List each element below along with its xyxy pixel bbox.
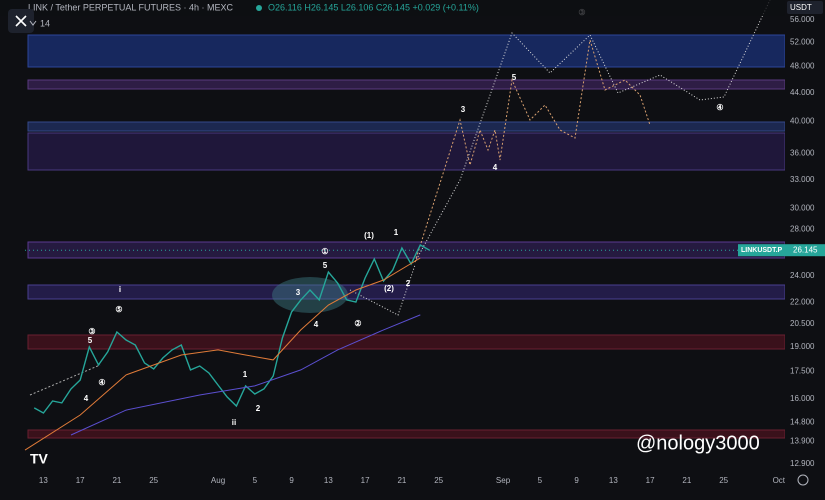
- x-tick-label: Sep: [496, 476, 511, 485]
- zones: [27, 34, 786, 439]
- x-tick-label: 25: [719, 476, 728, 485]
- y-tick-label: 22.000: [790, 298, 815, 307]
- wave-label: 2: [256, 404, 261, 413]
- x-tick-label: 17: [361, 476, 370, 485]
- wave-label: 4: [314, 320, 319, 329]
- y-tick-label: 28.000: [790, 225, 815, 234]
- zone: [27, 334, 786, 350]
- wave-label: (1): [364, 231, 374, 240]
- x-tick-label: 17: [76, 476, 85, 485]
- y-tick-label: 24.000: [790, 271, 815, 280]
- wave-label: ②: [354, 319, 361, 328]
- watermark: @nology3000: [636, 432, 760, 454]
- trend-line: [29, 364, 101, 396]
- wave-label: 5: [323, 261, 328, 270]
- wave-label: 3: [461, 105, 466, 114]
- x-tick-label: 13: [39, 476, 48, 485]
- status-dot: [256, 5, 262, 11]
- close-button[interactable]: [8, 9, 34, 33]
- time-axis: [0, 470, 825, 500]
- currency-dropdown[interactable]: USDT: [787, 1, 823, 14]
- y-tick-label: 56.000: [790, 15, 815, 24]
- zone: [27, 121, 786, 132]
- collapse-arrow[interactable]: [29, 20, 37, 26]
- ohlc-text: O26.116 H26.145 L26.106 C26.145 +0.029 (…: [268, 2, 479, 12]
- indicator-count: 14: [40, 18, 50, 28]
- x-tick-label: 21: [112, 476, 121, 485]
- x-tick-label: 25: [149, 476, 158, 485]
- x-tick-label: 25: [434, 476, 443, 485]
- x-tick-label: 5: [538, 476, 543, 485]
- projection-path: [349, 264, 416, 316]
- y-tick-label: 33.000: [790, 175, 815, 184]
- wave-label: 2: [406, 279, 411, 288]
- y-tick-label: 40.000: [790, 117, 815, 126]
- y-tick-label: 52.000: [790, 37, 815, 46]
- price-label: 26.145: [793, 245, 818, 254]
- price-line: [33, 244, 430, 414]
- zone: [27, 79, 786, 90]
- x-tick-label: 13: [324, 476, 333, 485]
- wave-label: 1: [243, 370, 248, 379]
- x-tick-label: 21: [682, 476, 691, 485]
- settings-icon[interactable]: [797, 474, 809, 486]
- tv-logo: TV: [30, 451, 49, 467]
- wave-label: ③: [88, 327, 95, 336]
- projections: [29, 0, 771, 396]
- projection-path: [414, 39, 651, 263]
- wave-label: 4: [84, 394, 89, 403]
- y-tick-label: 13.900: [790, 436, 815, 445]
- wave-label: 4: [493, 163, 498, 172]
- y-tick-label: 19.000: [790, 342, 815, 351]
- wave-label: ①: [321, 247, 328, 256]
- y-tick-label: 44.000: [790, 88, 815, 97]
- price-axis: [785, 0, 825, 470]
- price-tag: [738, 244, 825, 257]
- y-tick-label: 36.000: [790, 149, 815, 158]
- x-tick-label: 5: [253, 476, 258, 485]
- zone: [27, 34, 786, 68]
- x-tick-label: 17: [646, 476, 655, 485]
- wave-label: i: [119, 285, 121, 294]
- x-tick-label: 9: [574, 476, 579, 485]
- wave-label: 3: [296, 288, 301, 297]
- y-tick-label: 17.500: [790, 367, 815, 376]
- y-tick-label: 14.800: [790, 417, 815, 426]
- moving-average: [24, 257, 421, 451]
- zone: [27, 132, 786, 171]
- wave-label: ④: [98, 378, 105, 387]
- x-tick-label: 21: [397, 476, 406, 485]
- y-tick-label: 16.000: [790, 394, 815, 403]
- y-tick-label: 30.000: [790, 204, 815, 213]
- x-tick-label: Oct: [773, 476, 786, 485]
- symbol-label: LINKUSDT.P: [741, 247, 783, 254]
- currency-bg[interactable]: [787, 1, 823, 14]
- x-tick-label: Aug: [211, 476, 225, 485]
- x-tick-label: 13: [609, 476, 618, 485]
- wave-label: 1: [394, 228, 399, 237]
- header-bar: [0, 0, 785, 16]
- close-icon[interactable]: [15, 15, 27, 27]
- wave-label: (2): [384, 284, 394, 293]
- currency[interactable]: USDT: [790, 3, 812, 12]
- x-tick-label: 9: [289, 476, 294, 485]
- wave-label: 5: [512, 73, 517, 82]
- wave-label: 5: [88, 336, 93, 345]
- wave-labels: i ⑤ ③ 5 ④ 4 1 2 ii 3 4 5 ① ② (1) (2) 1 2…: [84, 8, 724, 427]
- chart-title: LINK / Tether PERPETUAL FUTURES · 4h · M…: [28, 2, 234, 12]
- wave-label: ④: [716, 103, 723, 112]
- projection-path: [414, 0, 771, 263]
- y-tick-label: 12.900: [790, 459, 815, 468]
- y-tick-label: 20.500: [790, 319, 815, 328]
- y-tick-label: 48.000: [790, 62, 815, 71]
- wave-label: ⑤: [115, 305, 122, 314]
- highlight-ellipse: [272, 277, 348, 313]
- wave-label: ii: [232, 418, 236, 427]
- plot: [24, 244, 430, 451]
- moving-average: [70, 314, 421, 436]
